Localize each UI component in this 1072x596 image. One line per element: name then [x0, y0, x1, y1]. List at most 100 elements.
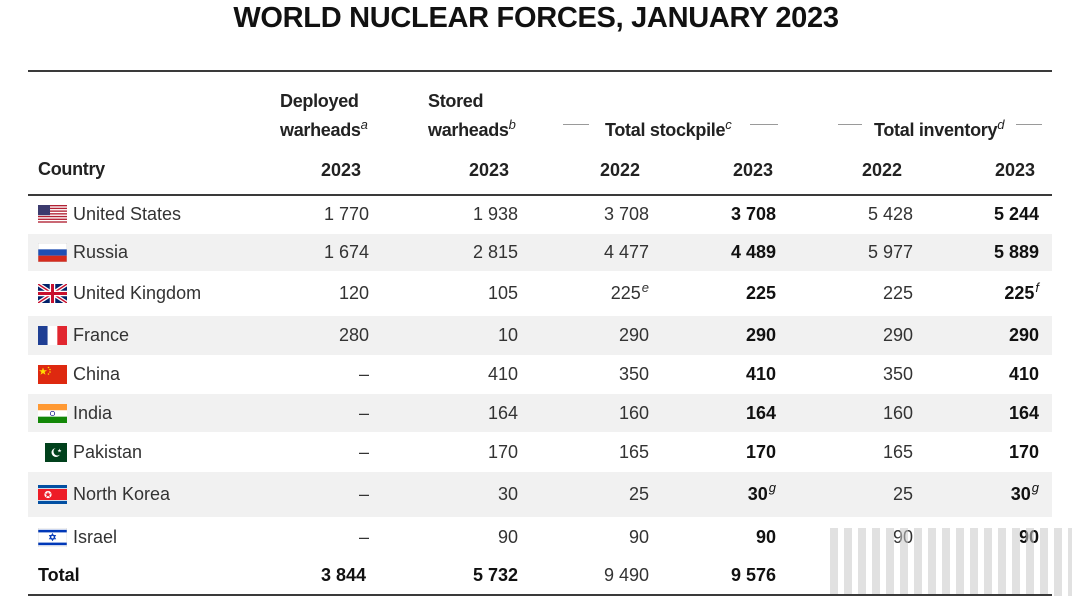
table-row: India – 164 160 164 160 164 [28, 394, 1052, 432]
header-rule [28, 194, 1052, 196]
header-country: Country [38, 159, 105, 179]
header-stockpile: Total stockpilec [605, 117, 732, 140]
top-rule [28, 70, 1052, 72]
country-name: Russia [73, 242, 129, 262]
cell-stock2023: 3 708 [730, 204, 776, 224]
cell-stock2023: 410 [745, 364, 776, 384]
cell-stored: 2 815 [472, 242, 518, 262]
cell-deployed: 120 [338, 283, 369, 303]
cell-inv2023: 290 [1008, 325, 1039, 345]
inventory-group-line-left [838, 124, 862, 125]
country-name: France [73, 325, 130, 345]
cell-inv2023: 164 [1008, 402, 1039, 423]
north-korea-flag [38, 485, 67, 504]
year-stockpile-2022: 2022 [600, 160, 641, 180]
country-cell: China [38, 356, 288, 393]
cell-inv2022: 225 [882, 283, 913, 303]
cell-stock2022: 90 [628, 526, 649, 547]
cell-inv2023: 170 [1008, 441, 1039, 462]
cell-stock2022: 165 [618, 441, 649, 462]
cell-deployed: – [358, 402, 369, 423]
cell-stored: 90 [497, 526, 518, 547]
cell-inv2022: 165 [882, 441, 913, 462]
inventory-group-line-right [1016, 124, 1042, 125]
cell-inv2022: 160 [882, 402, 913, 423]
pakistan-flag [38, 442, 67, 462]
cell-deployed: – [358, 484, 369, 504]
country-cell: Israel [38, 518, 288, 556]
cell-stored: 10 [497, 325, 518, 345]
watermark-overlay [830, 528, 1072, 596]
cell-stock2022: 350 [618, 364, 649, 384]
cell-deployed: – [358, 441, 369, 462]
cell-deployed: 1 674 [323, 242, 369, 262]
cell-stock2022: 225 e [610, 280, 649, 303]
year-stockpile-2023: 2023 [733, 160, 774, 180]
china-flag [38, 365, 67, 384]
header-inventory: Total inventoryd [874, 117, 1005, 140]
india-flag [38, 403, 67, 423]
total-stored: 5 732 [472, 564, 518, 585]
cell-stock2022: 3 708 [603, 204, 649, 224]
cell-inv2022: 350 [882, 364, 913, 384]
cell-inv2022: 25 [892, 484, 913, 504]
france-flag [38, 326, 67, 345]
cell-stored: 164 [487, 402, 518, 423]
country-name: India [73, 402, 113, 423]
header-stored: Stored warheadsb [428, 91, 516, 140]
cell-stock2023: 4 489 [730, 242, 776, 262]
israel-flag [38, 527, 67, 547]
cell-stock2023: 290 [745, 325, 776, 345]
cell-stored: 30 [497, 484, 518, 504]
year-stored: 2023 [469, 160, 510, 180]
page-title: WORLD NUCLEAR FORCES, JANUARY 2023 [233, 2, 839, 34]
header-deployed: Deployed warheadsa [280, 91, 368, 140]
cell-inv2022: 290 [882, 325, 913, 345]
cell-inv2023: 410 [1008, 364, 1039, 384]
cell-inv2023: 5 889 [993, 242, 1039, 262]
total-stock-2022: 9 490 [603, 564, 649, 585]
cell-stored: 1 938 [472, 204, 518, 224]
country-name: Pakistan [73, 441, 143, 462]
table-row: Israel–9090909090 [28, 518, 1052, 556]
country-cell: India [38, 394, 288, 432]
cell-stock2022: 25 [628, 484, 649, 504]
uk-flag [38, 284, 67, 303]
footnote-marker: g [1031, 480, 1039, 495]
country-cell: United States [38, 196, 288, 233]
stockpile-group-line-left [563, 124, 589, 125]
total-label: Total [38, 564, 80, 585]
cell-stored: 170 [487, 441, 518, 462]
cell-stock2023: 30 g [747, 480, 776, 504]
country-name: United Kingdom [73, 283, 202, 303]
cell-stock2023: 90 [755, 526, 776, 547]
table-row: Russia 1 674 2 815 4 477 4 489 5 977 5 889 [28, 234, 1052, 271]
cell-stock2022: 160 [618, 402, 649, 423]
cell-inv2022: 5 977 [867, 242, 913, 262]
cell-stored: 105 [487, 283, 518, 303]
cell-stock2023: 170 [745, 441, 776, 462]
country-cell: United Kingdom [38, 272, 288, 315]
country-cell: Pakistan [38, 433, 288, 471]
cell-inv2023: 5 244 [993, 204, 1039, 224]
cell-stored: 410 [487, 364, 518, 384]
us-flag [38, 205, 67, 224]
cell-stock2022: 4 477 [603, 242, 649, 262]
cell-deployed: – [358, 526, 369, 547]
table-row: China – 410 350 410 350 410 [28, 356, 1052, 393]
country-name: North Korea [73, 484, 171, 504]
total-deployed: 3 844 [320, 564, 366, 585]
cell-stock2023: 164 [745, 402, 776, 423]
year-deployed: 2023 [321, 160, 362, 180]
footnote-marker: e [641, 280, 649, 295]
bottom-rule [28, 594, 1052, 596]
cell-inv2023: 225 f [1004, 280, 1039, 303]
country-name: United States [73, 204, 182, 224]
table-row: United States 1 770 1 938 3 708 3 708 5 428 5 … [28, 196, 1052, 233]
cell-stock2022: 290 [618, 325, 649, 345]
footnote-marker: g [768, 480, 776, 495]
cell-stock2023: 225 [745, 283, 776, 303]
country-name: Israel [73, 526, 118, 547]
table-row: France 280 10 290 290 290 290 [28, 316, 1052, 355]
table-row: Pakistan – 170 165 170 165 170 [28, 433, 1052, 471]
